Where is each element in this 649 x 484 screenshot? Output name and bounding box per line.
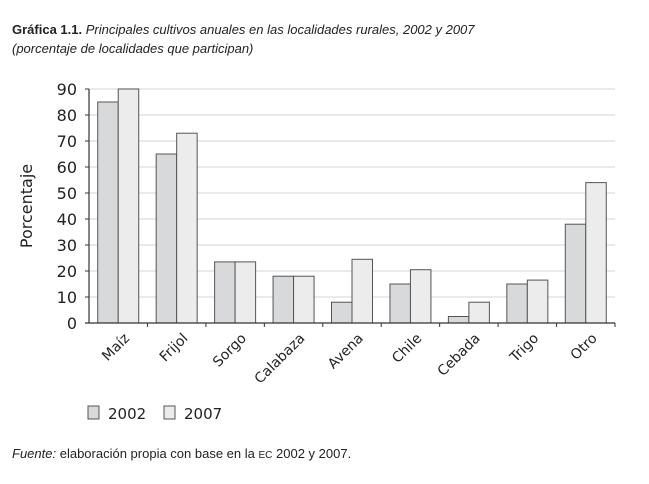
y-tick-label: 0 [67, 314, 77, 333]
y-axis-label: Porcentaje [17, 164, 36, 248]
y-tick-label: 40 [57, 210, 77, 229]
y-tick-label: 70 [57, 132, 77, 151]
bar-2002 [272, 275, 295, 324]
bar-2007 [409, 269, 432, 324]
legend-swatch-2007 [163, 405, 176, 420]
x-tick-label: Avena [325, 331, 367, 373]
x-tick-label: Maíz [99, 331, 133, 365]
bar-2002 [389, 283, 411, 324]
x-tick-label: Otro [568, 331, 601, 364]
bar-2002 [447, 316, 470, 324]
x-tick-label: Frijol [157, 331, 192, 366]
bar-2007 [176, 132, 198, 324]
bar-2007 [293, 275, 315, 324]
y-tick-label: 20 [57, 262, 77, 281]
source-text: elaboración propia con base en la [59, 446, 255, 461]
source-label: Fuente: [12, 446, 57, 461]
source-abbrev: EC [258, 450, 273, 461]
x-tick-label: Chile [389, 331, 425, 367]
bar-2007 [526, 279, 549, 324]
bar-2007 [117, 88, 140, 324]
bar-2007 [468, 301, 490, 324]
bar-2002 [97, 101, 119, 324]
legend-label: 2007 [184, 405, 222, 423]
bar-2007 [585, 182, 607, 324]
figure-title: Principales cultivos anuales en las loca… [85, 22, 475, 37]
bar-2007 [351, 258, 373, 324]
y-tick-label: 50 [57, 184, 77, 203]
chart-title: Gráfica 1.1. Principales cultivos anuale… [12, 20, 475, 58]
source-note: Fuente: elaboración propia con base en l… [12, 446, 351, 461]
legend-swatch-2002 [87, 405, 100, 420]
x-tick-label: Cebada [435, 331, 484, 380]
bar-2002 [564, 223, 587, 324]
legend-label: 2002 [108, 405, 146, 423]
y-tick-label: 10 [57, 288, 77, 307]
x-tick-label: Trigo [506, 331, 542, 367]
y-tick-label: 90 [57, 80, 77, 99]
y-tick-label: 60 [57, 158, 77, 177]
bar-2002 [214, 261, 236, 324]
y-tick-label: 30 [57, 236, 77, 255]
bar-2002 [331, 301, 353, 324]
x-tick-label: Sorgo [210, 331, 250, 371]
bar-2007 [234, 261, 257, 324]
figure-subtitle: (porcentaje de localidades que participa… [12, 41, 254, 56]
bar-2002 [506, 283, 528, 324]
y-tick-label: 80 [57, 106, 77, 125]
x-tick-label: Calabaza [252, 331, 309, 388]
source-years: 2002 y 2007. [276, 446, 352, 461]
figure-label: Gráfica 1.1. [12, 22, 83, 37]
bar-2002 [155, 153, 178, 324]
